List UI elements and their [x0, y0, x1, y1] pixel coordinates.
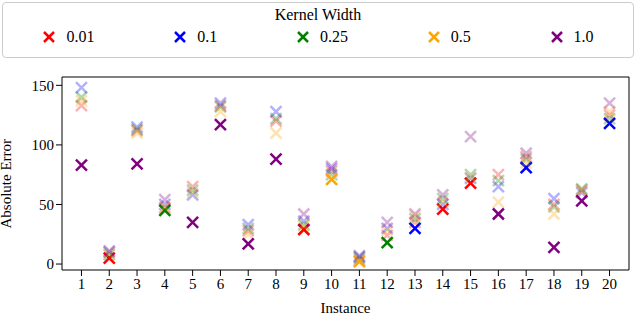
- svg-text:6: 6: [217, 276, 225, 292]
- svg-text:3: 3: [133, 276, 141, 292]
- svg-text:18: 18: [546, 276, 561, 292]
- svg-text:5: 5: [189, 276, 197, 292]
- svg-text:Absolute Error: Absolute Error: [8, 139, 14, 229]
- svg-text:9: 9: [300, 276, 308, 292]
- svg-text:Instance: Instance: [321, 300, 371, 315]
- svg-text:1: 1: [78, 276, 86, 292]
- svg-text:0: 0: [47, 256, 55, 272]
- svg-text:17: 17: [519, 276, 535, 292]
- html-text:0.1: 0.1: [197, 28, 218, 45]
- html-text:0.25: 0.25: [320, 28, 348, 45]
- svg-text:13: 13: [407, 276, 422, 292]
- html-text:Kernel Width: Kernel Width: [274, 6, 362, 23]
- svg-text:150: 150: [32, 78, 55, 94]
- svg-text:16: 16: [491, 276, 507, 292]
- svg-text:50: 50: [39, 197, 54, 213]
- svg-text:10: 10: [324, 276, 339, 292]
- svg-text:7: 7: [244, 276, 252, 292]
- svg-text:15: 15: [463, 276, 478, 292]
- svg-text:14: 14: [435, 276, 451, 292]
- svg-text:12: 12: [380, 276, 395, 292]
- svg-text:8: 8: [272, 276, 280, 292]
- svg-text:100: 100: [32, 137, 55, 153]
- svg-text:4: 4: [161, 276, 169, 292]
- html-text:0.01: 0.01: [66, 28, 95, 45]
- svg-text:2: 2: [106, 276, 114, 292]
- svg-text:11: 11: [352, 276, 366, 292]
- svg-text:20: 20: [602, 276, 617, 292]
- html-text:1.0: 1.0: [573, 28, 594, 45]
- svg-text:19: 19: [574, 276, 589, 292]
- html-text:0.5: 0.5: [450, 28, 471, 45]
